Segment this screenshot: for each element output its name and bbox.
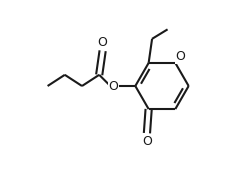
Text: O: O bbox=[108, 79, 118, 93]
Text: O: O bbox=[98, 36, 108, 49]
Text: O: O bbox=[142, 135, 152, 148]
Text: O: O bbox=[175, 50, 185, 63]
